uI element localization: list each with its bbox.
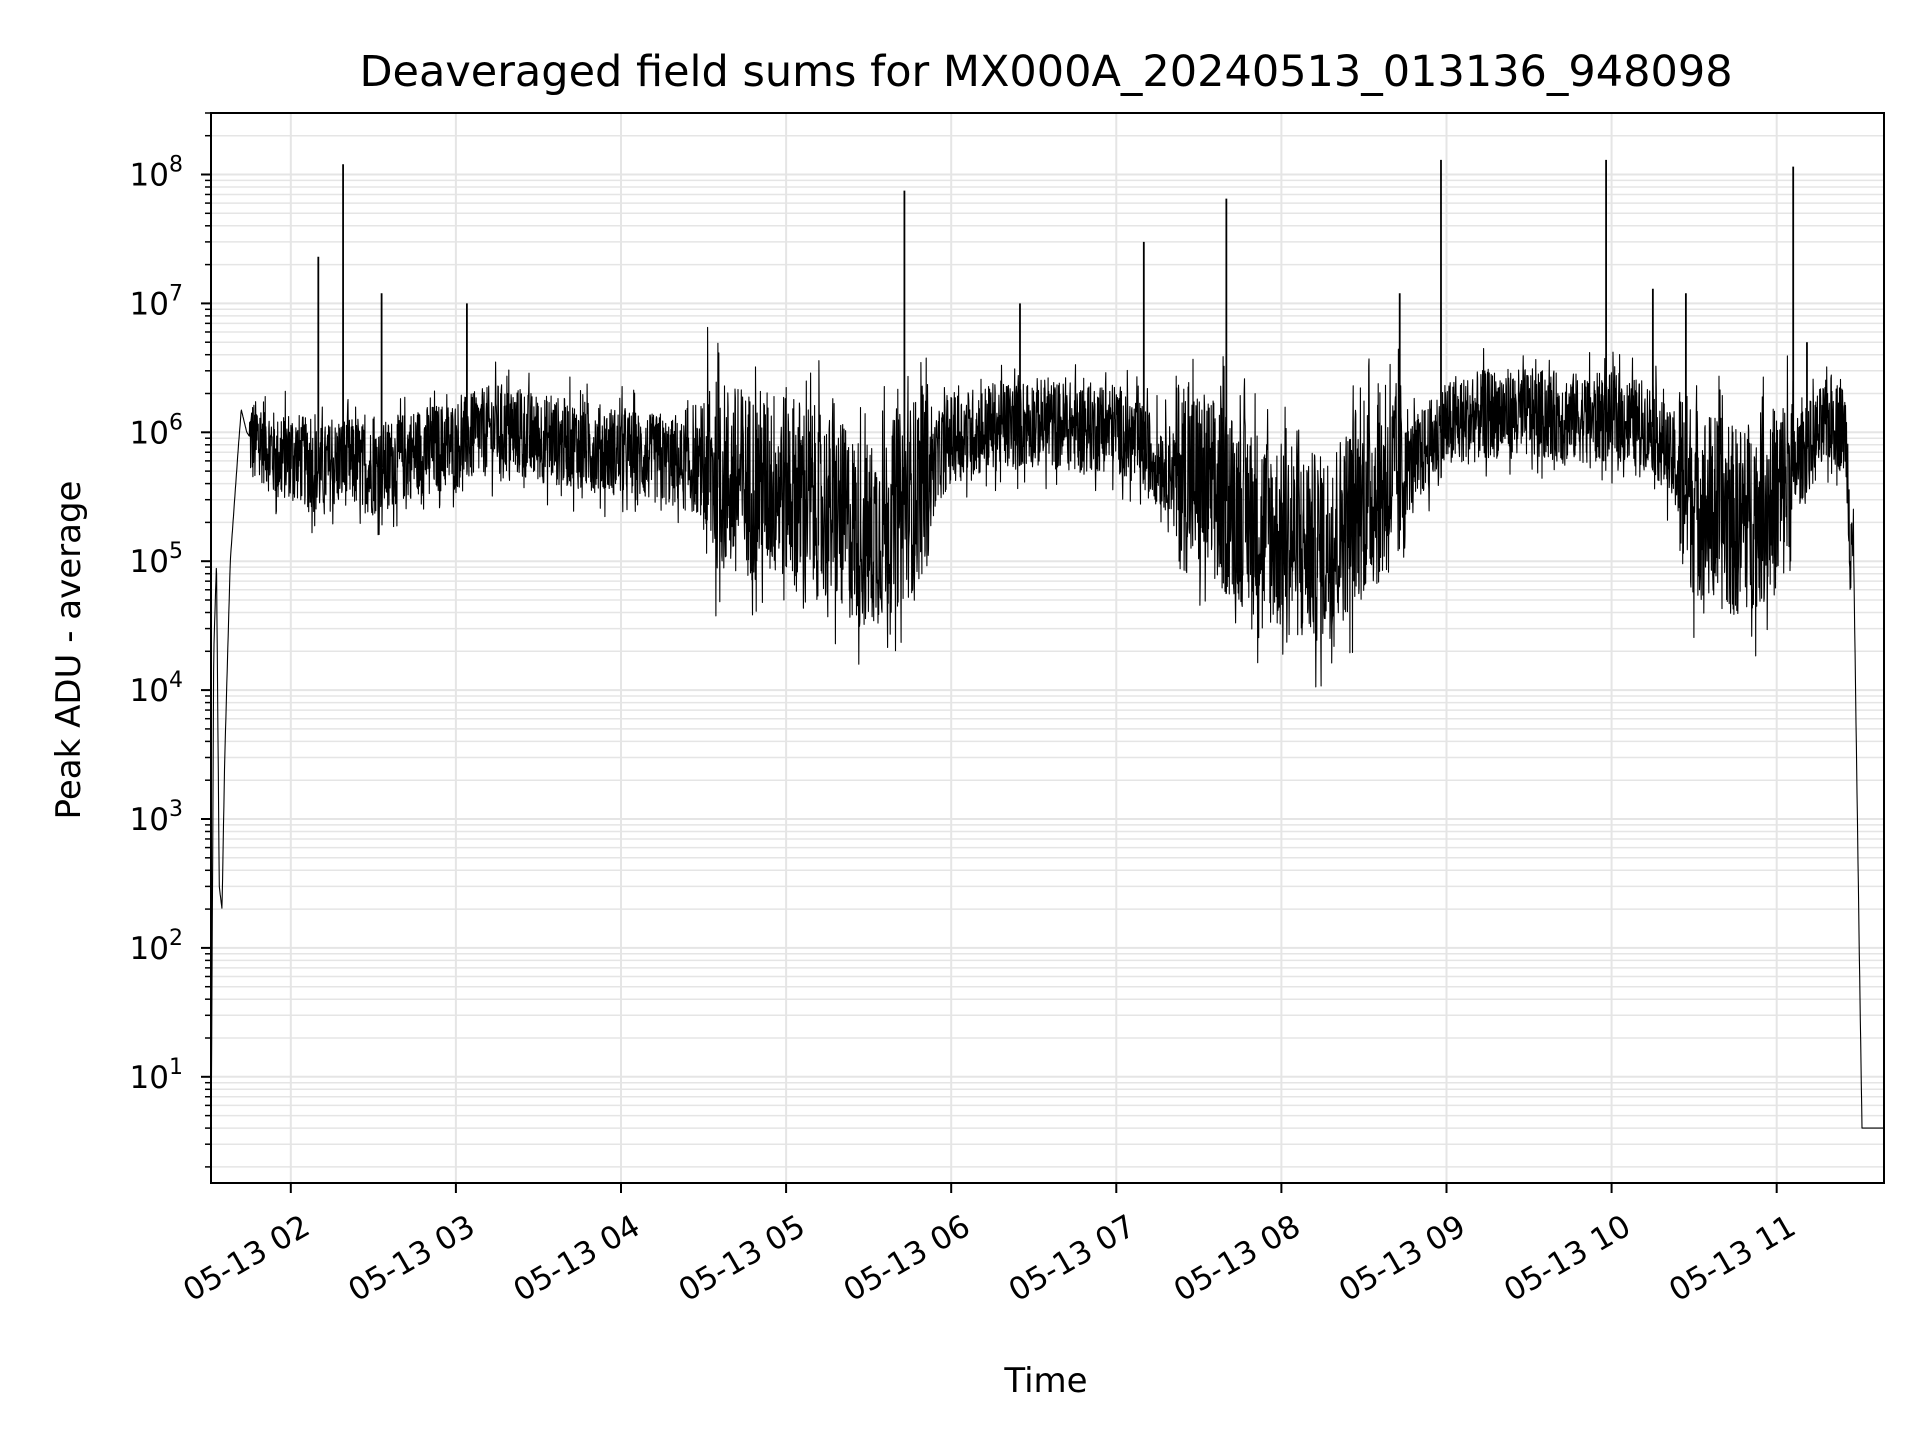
- plot-area-frame: [210, 112, 1885, 1184]
- y-axis-title: Peak ADU - average: [49, 481, 89, 820]
- y-tick-label: 107: [130, 281, 183, 322]
- series-line: [210, 326, 1884, 1167]
- series-group: [210, 159, 1884, 1167]
- y-tick-label: 108: [130, 153, 183, 194]
- y-tick-label: 105: [130, 539, 183, 580]
- y-tick-label: 106: [130, 410, 183, 451]
- y-tick-label: 102: [130, 926, 183, 967]
- y-tick-label: 103: [130, 797, 183, 838]
- x-axis-title: Time: [1003, 1361, 1087, 1401]
- y-tick-label: 104: [130, 668, 183, 709]
- y-axis: 101 102 103 104 105 106 107 108: [130, 112, 211, 1168]
- chart-title: Deaveraged field sums for MX000A_2024051…: [359, 47, 1732, 97]
- y-tick-label: 101: [130, 1055, 183, 1096]
